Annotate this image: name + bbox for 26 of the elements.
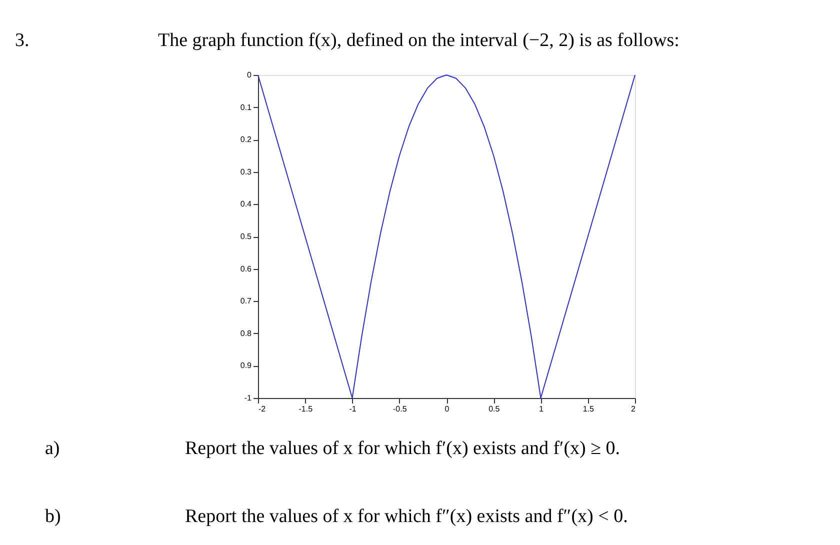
- chart-title: The graph function f(x), defined on the interval (−2, 2) is as follows:: [158, 30, 680, 51]
- text: Report the values of x for which f″(x) exists and f″(x) < 0.: [185, 506, 628, 527]
- x-tick-label: -2: [258, 404, 266, 414]
- y-tick-label: 0: [247, 70, 252, 80]
- text: 3.: [15, 30, 30, 51]
- y-tick-label: 0.6: [240, 264, 252, 274]
- x-tick-label: 1.5: [582, 404, 594, 414]
- x-tick-label: 2: [631, 404, 636, 414]
- y-tick-label: 0.9: [240, 361, 252, 370]
- y-tick-label: 0.5: [240, 232, 252, 241]
- x-tick-label: 0.5: [488, 404, 500, 414]
- x-tick-label: -0.5: [392, 404, 408, 414]
- y-tick-label: 0.7: [240, 296, 252, 306]
- y-tick-label: 0.8: [240, 328, 252, 338]
- y-tick-label: 0.2: [240, 135, 252, 144]
- y-tick-label: 0.4: [240, 200, 252, 209]
- text: a): [45, 438, 60, 459]
- x-tick-label: 0: [444, 404, 450, 414]
- x-tick-label: -1.5: [298, 404, 314, 414]
- text: b): [45, 506, 61, 527]
- y-tick-label: 0.1: [240, 102, 252, 112]
- text: Report the values of x for which f′(x) exists and f′(x) ≥ 0.: [185, 438, 620, 459]
- y-tick-label: -1: [244, 394, 252, 402]
- x-tick-label: -1: [349, 404, 357, 414]
- x-tick-label: 1: [539, 404, 544, 414]
- y-tick-label: 0.3: [240, 167, 252, 176]
